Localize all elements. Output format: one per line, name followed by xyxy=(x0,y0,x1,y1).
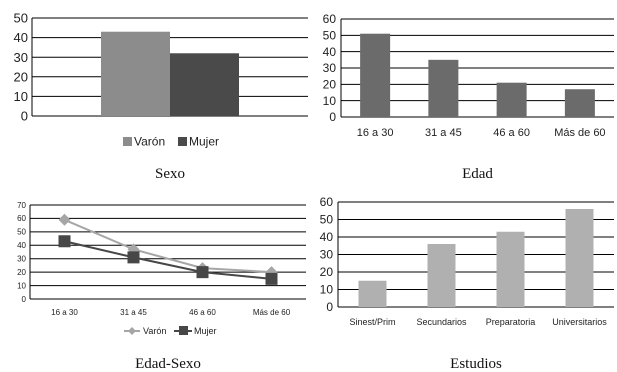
x-tick-label: 16 a 30 xyxy=(357,127,394,139)
bar xyxy=(358,280,387,307)
chart-edad: 0 10 20 30 40 50 60 Edad 16 a 30 31 a 45 46 a 60 Má… xyxy=(323,12,614,182)
bar xyxy=(496,231,525,307)
y-tick-label: 10 xyxy=(17,281,26,290)
y-tick-label: 30 xyxy=(320,248,334,262)
x-tick-label: Universitarios xyxy=(552,317,607,327)
x-tick-label: Sinest/Prim xyxy=(349,317,395,327)
chart-title: Sexo xyxy=(155,166,185,182)
bar xyxy=(427,244,456,307)
chart-title: Edad-Sexo xyxy=(135,356,201,372)
marker-mujer xyxy=(265,272,278,285)
x-tick-label: 31 a 45 xyxy=(425,127,462,139)
y-tick-label: 30 xyxy=(17,255,26,264)
y-tick-label: 10 xyxy=(323,94,337,108)
y-tick-label: 40 xyxy=(14,30,28,45)
series-line-mujer xyxy=(64,240,272,280)
y-tick-label: 40 xyxy=(320,230,334,244)
y-tick-label: 60 xyxy=(17,214,26,223)
series-line-varon xyxy=(64,218,272,274)
legend-swatch-mujer xyxy=(178,137,187,146)
chart-estudios: 0 10 20 30 40 50 60 Estudios Sinest/Prim Secundar… xyxy=(320,195,614,372)
y-tick-label: 20 xyxy=(323,78,337,92)
chart-sexo: 0 10 20 30 40 50 Sexo Varón Mujer xyxy=(14,11,308,182)
y-tick-label: 30 xyxy=(323,61,337,75)
marker-varon xyxy=(58,213,71,226)
bar xyxy=(564,89,595,117)
y-tick-label: 70 xyxy=(17,201,26,210)
chart-edad-sexo: 0 10 20 30 40 50 60 70 Edad-Sexo 16 a 30 31 a 45 46… xyxy=(17,201,306,372)
legend: Varón Mujer xyxy=(123,135,219,149)
y-tick-label: 0 xyxy=(21,109,28,124)
x-tick-label: 31 a 45 xyxy=(120,308,147,317)
marker-mujer xyxy=(127,251,140,264)
y-tick-label: 10 xyxy=(14,89,28,104)
y-tick-label: 30 xyxy=(14,50,28,65)
y-tick-label: 20 xyxy=(14,69,28,84)
legend-label: Mujer xyxy=(189,135,219,149)
bar xyxy=(565,209,594,307)
legend-marker-mujer xyxy=(179,326,188,335)
x-tick-label: 46 a 60 xyxy=(493,127,530,139)
y-tick-label: 20 xyxy=(17,268,26,277)
x-tick-label: 46 a 60 xyxy=(189,308,216,317)
chart-title: Edad xyxy=(462,166,493,182)
legend-label: Varón xyxy=(143,326,166,336)
bar-mujer xyxy=(170,53,239,116)
bar-varon xyxy=(101,31,170,116)
y-tick-label: 60 xyxy=(323,12,337,26)
chart-title: Estudios xyxy=(450,356,502,372)
y-tick-label: 50 xyxy=(323,29,337,43)
y-tick-label: 20 xyxy=(320,265,334,279)
bar xyxy=(428,59,459,117)
y-tick-label: 40 xyxy=(17,241,26,250)
marker-mujer xyxy=(196,266,209,279)
y-tick-label: 50 xyxy=(320,213,334,227)
y-tick-label: 0 xyxy=(22,295,27,304)
x-tick-label: Secundarios xyxy=(416,317,467,327)
legend: Varón Mujer xyxy=(124,326,217,336)
y-tick-label: 50 xyxy=(14,11,28,26)
marker-mujer xyxy=(58,235,71,248)
legend-label: Mujer xyxy=(194,326,217,336)
y-tick-label: 10 xyxy=(320,283,334,297)
x-tick-label: Preparatoria xyxy=(486,317,536,327)
x-tick-label: Más de 60 xyxy=(554,127,605,139)
y-tick-label: 0 xyxy=(326,300,333,314)
y-tick-label: 60 xyxy=(320,195,334,209)
y-tick-label: 40 xyxy=(323,45,337,59)
legend-swatch-varon xyxy=(123,137,132,146)
legend-marker-varon xyxy=(128,327,136,335)
y-tick-label: 0 xyxy=(329,110,336,124)
x-tick-label: Más de 60 xyxy=(253,308,291,317)
bar xyxy=(360,33,391,118)
y-tick-label: 50 xyxy=(17,228,26,237)
legend-label: Varón xyxy=(134,135,165,149)
x-tick-label: 16 a 30 xyxy=(51,308,78,317)
bar xyxy=(496,82,527,117)
